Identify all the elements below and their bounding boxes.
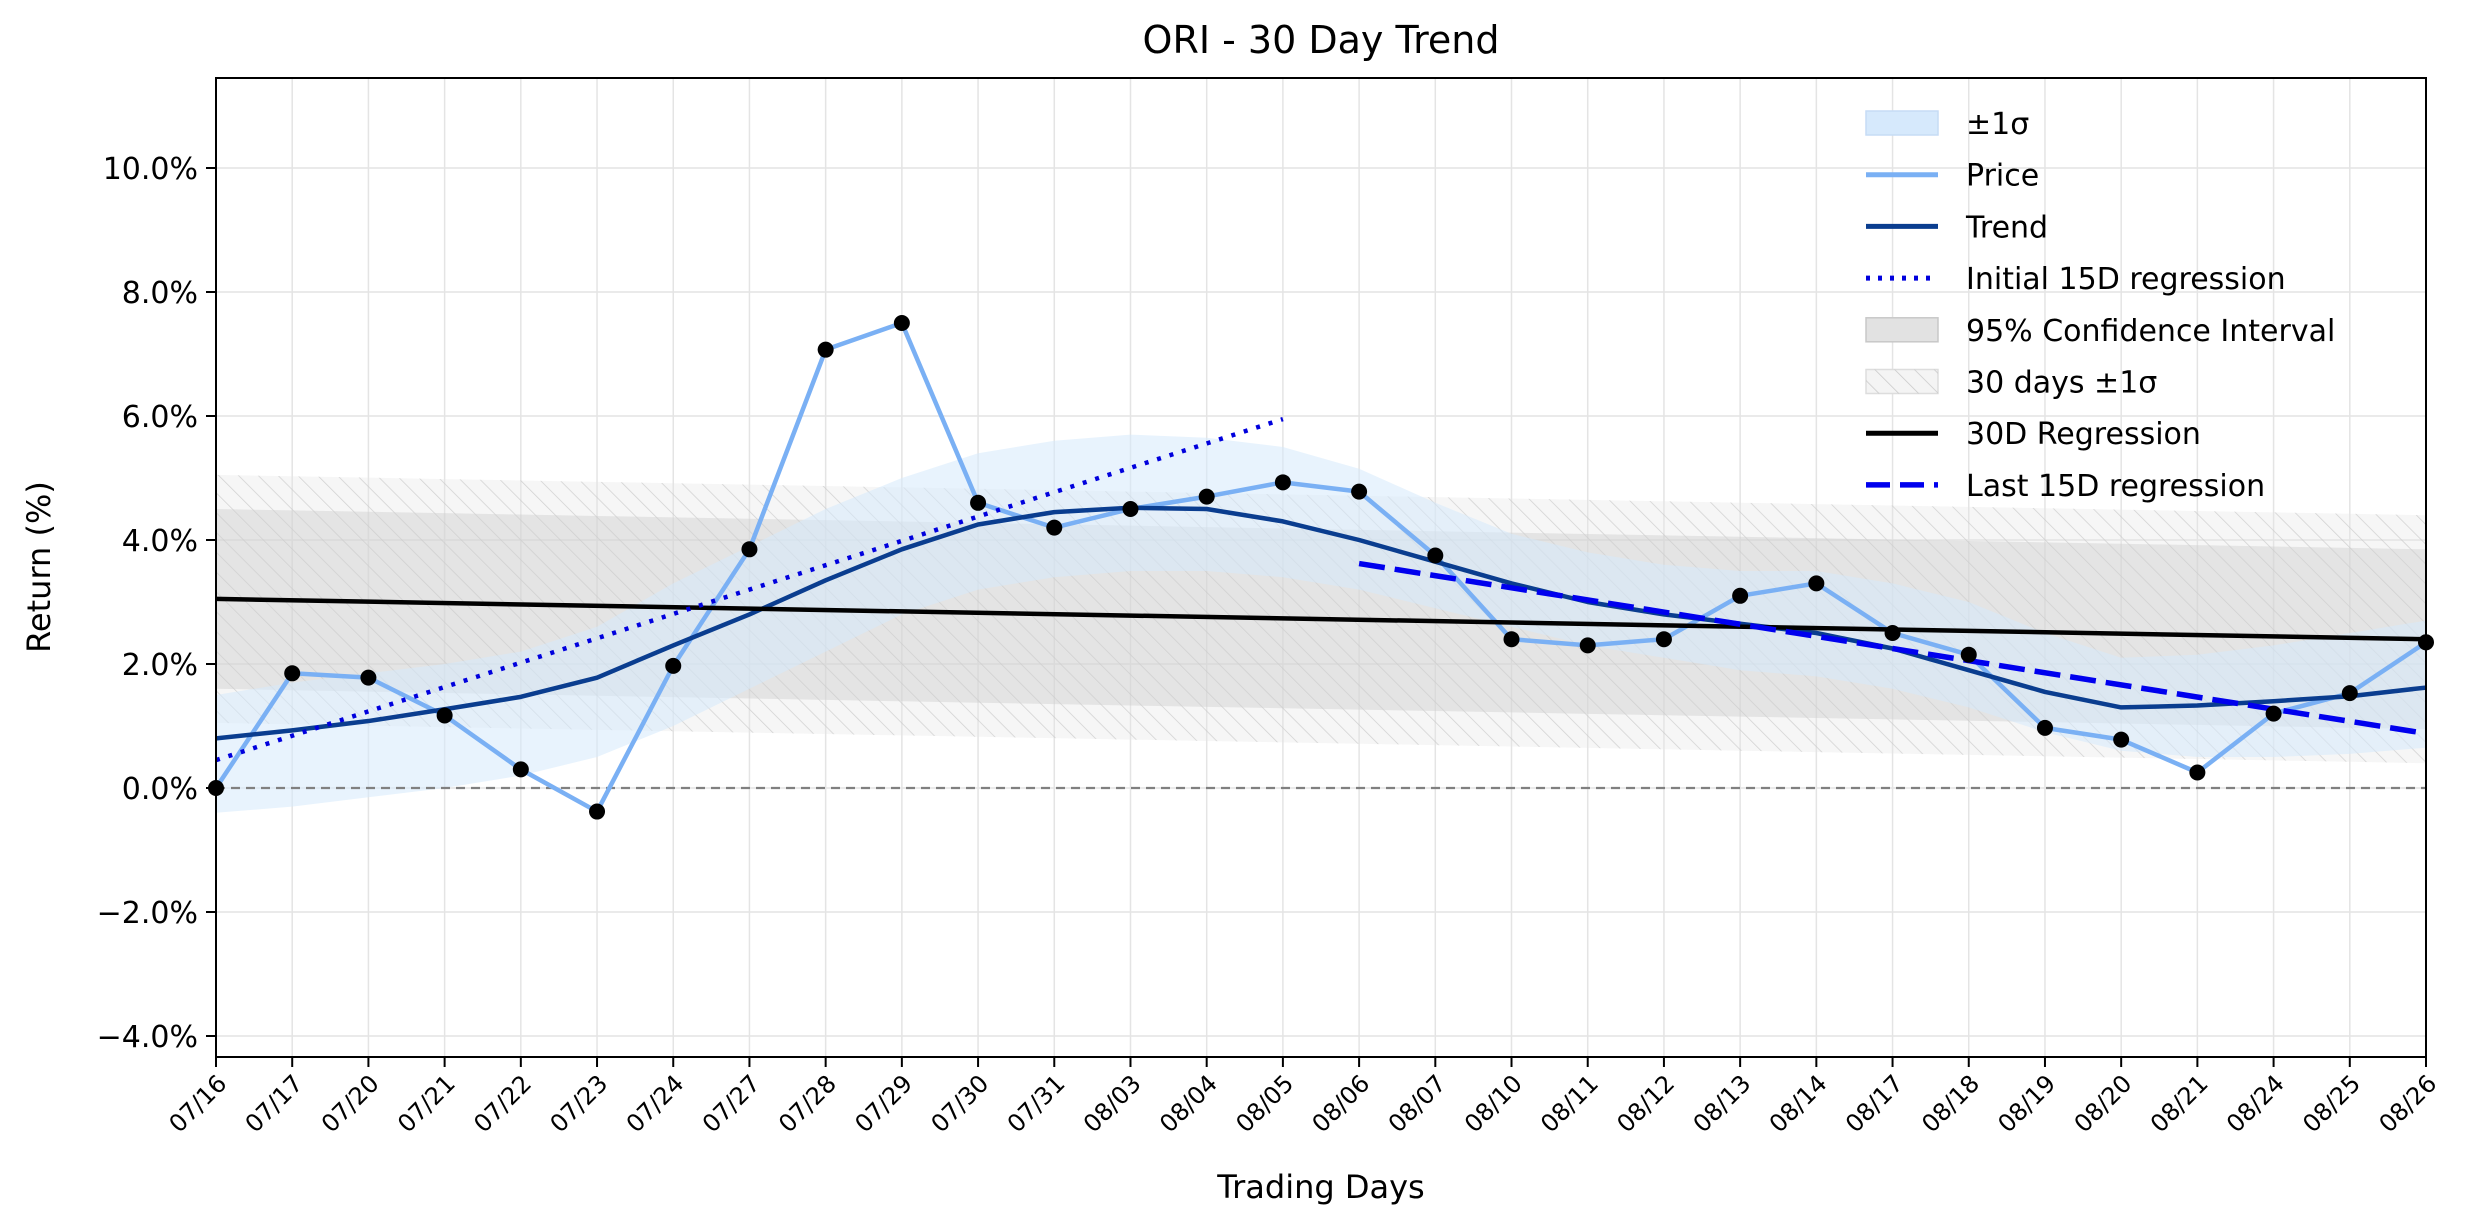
price-point [284, 665, 301, 682]
x-tick-label: 07/17 [240, 1069, 309, 1138]
chart-title: ORI - 30 Day Trend [1143, 18, 1500, 62]
y-tick-label: 6.0% [122, 400, 198, 435]
legend: ±1σ Price Trend Initial 15D regression 95% C… [1865, 107, 2335, 504]
price-point [817, 341, 834, 358]
legend-swatch [1865, 317, 1939, 343]
x-tick-label: 08/19 [1992, 1069, 2061, 1138]
price-point [436, 707, 453, 724]
y-axis: −4.0% −2.0% 0.0% 2.0% 4.0% 6.0% 8.0% 10.0% [97, 152, 216, 1055]
price-point [1732, 587, 1749, 604]
legend-label: Last 15D regression [1966, 469, 2265, 504]
x-tick-label: 08/03 [1078, 1069, 1147, 1138]
price-point [360, 669, 377, 686]
price-point [1351, 483, 1368, 500]
price-point [2036, 719, 2053, 736]
y-tick-label: −4.0% [97, 1020, 198, 1055]
x-tick-label: 08/25 [2297, 1069, 2366, 1138]
x-tick-label: 07/31 [1002, 1069, 1071, 1138]
price-point [741, 541, 758, 558]
price-point [2113, 731, 2130, 748]
y-tick-label: 4.0% [122, 524, 198, 559]
x-tick-label: 08/10 [1459, 1069, 1528, 1138]
plot-frame [215, 77, 2427, 1058]
x-tick-label: 07/29 [849, 1069, 918, 1138]
lines-layer [216, 320, 2426, 814]
price-point [1655, 631, 1672, 648]
x-tick-label: 08/11 [1535, 1069, 1604, 1138]
x-tick-label: 08/14 [1764, 1069, 1833, 1138]
price-point [1808, 575, 1825, 592]
x-axis: 07/16 07/17 07/20 07/21 07/22 07/23 07/24 07/27… [164, 1057, 2443, 1138]
legend-label: ±1σ [1966, 107, 2029, 142]
x-tick-label: 08/07 [1383, 1069, 1452, 1138]
legend-swatch-hatch [1866, 369, 1938, 394]
points-layer [208, 315, 2434, 820]
legend-label: Initial 15D regression [1966, 262, 2286, 297]
x-axis-label: Trading Days [1216, 1168, 1424, 1206]
price-point [2341, 685, 2358, 702]
x-tick-label: 07/21 [392, 1069, 461, 1138]
x-tick-label: 08/18 [1916, 1069, 1985, 1138]
x-tick-label: 08/24 [2221, 1069, 2290, 1138]
legend-label: Trend [1965, 210, 2048, 245]
price-point [1046, 519, 1063, 536]
x-tick-label: 08/12 [1611, 1069, 1680, 1138]
series-line-4 [1358, 560, 2426, 737]
band-0 [216, 434, 2426, 813]
x-tick-label: 07/16 [164, 1069, 233, 1138]
price-point [893, 315, 910, 331]
price-point [1122, 501, 1139, 517]
series-line-3 [216, 596, 2426, 642]
price-point [1198, 488, 1215, 505]
x-tick-label: 08/17 [1840, 1069, 1909, 1138]
x-tick-label: 08/04 [1154, 1069, 1223, 1138]
series-line-2 [216, 416, 1284, 763]
price-point [970, 494, 987, 511]
price-point [2189, 764, 2206, 781]
legend-label: 30D Regression [1966, 417, 2201, 452]
x-tick-label: 07/23 [545, 1069, 614, 1138]
x-tick-label: 07/20 [316, 1069, 385, 1138]
y-tick-label: −2.0% [97, 896, 198, 931]
x-tick-label: 07/22 [468, 1069, 537, 1138]
x-tick-label: 08/21 [2145, 1069, 2214, 1138]
price-point [512, 761, 529, 778]
x-tick-label: 08/26 [2374, 1069, 2443, 1138]
legend-label: Price [1966, 159, 2039, 194]
y-tick-label: 0.0% [122, 772, 198, 807]
x-tick-label: 07/27 [697, 1069, 766, 1138]
legend-swatch [1865, 110, 1939, 136]
x-tick-label: 07/28 [773, 1069, 842, 1138]
price-point [1503, 631, 1520, 648]
price-point [665, 657, 682, 674]
y-tick-label: 10.0% [103, 152, 198, 187]
series-line-0 [216, 320, 2426, 814]
x-tick-label: 08/05 [1230, 1069, 1299, 1138]
y-tick-label: 8.0% [122, 276, 198, 311]
price-point [1579, 637, 1596, 654]
x-tick-label: 07/24 [621, 1069, 690, 1138]
legend-label: 95% Confidence Interval [1966, 314, 2335, 349]
x-tick-label: 08/20 [2069, 1069, 2138, 1138]
x-tick-label: 08/06 [1307, 1069, 1376, 1138]
y-axis-label: Return (%) [20, 481, 58, 653]
price-point [1427, 547, 1444, 564]
x-tick-label: 08/13 [1688, 1069, 1757, 1138]
legend-label: 30 days ±1σ [1966, 366, 2157, 401]
price-point [1274, 474, 1291, 491]
price-point [1960, 646, 1977, 663]
price-point [2265, 705, 2282, 722]
y-tick-label: 2.0% [122, 648, 198, 683]
x-tick-label: 07/30 [926, 1069, 995, 1138]
price-point [1884, 625, 1901, 641]
series-line-1 [216, 505, 2426, 741]
price-point [589, 803, 606, 820]
